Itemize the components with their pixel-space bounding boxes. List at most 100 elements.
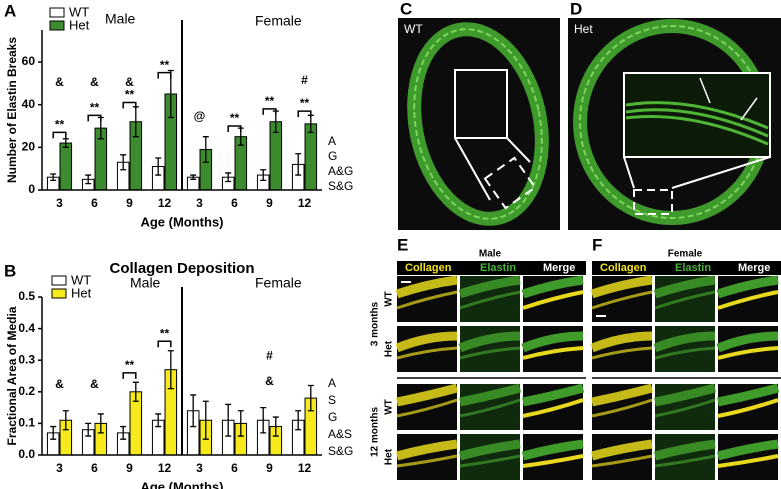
legend-label: WT (69, 4, 89, 19)
x-tick-label: 3 (56, 196, 63, 210)
legend-label: WT (71, 272, 91, 287)
x-tick-label: 12 (298, 461, 312, 475)
significance-mark: # (266, 349, 273, 363)
significance-mark: @ (194, 109, 206, 123)
significance-mark: & (55, 75, 64, 89)
tissue-band (591, 454, 653, 468)
legend-swatch (51, 275, 67, 286)
tissue-band (654, 346, 716, 360)
tissue-band (459, 346, 521, 360)
significance-mark: ** (125, 88, 135, 102)
significance-bracket (52, 131, 67, 139)
tissue-band (654, 454, 716, 468)
y-tick-label: 0.3 (18, 352, 35, 366)
micrograph-c: WT (398, 18, 560, 230)
genotype-label: WT (404, 22, 423, 36)
significance-mark: & (125, 75, 134, 89)
significance-mark: ** (125, 358, 135, 372)
x-tick-label: 9 (266, 196, 273, 210)
error-bar (62, 138, 69, 148)
y-axis-label: Number of Elastin Breaks (5, 37, 19, 183)
column-label: Merge (738, 262, 770, 274)
stat-label: G (328, 410, 337, 424)
significance-bracket (297, 110, 312, 118)
tissue-band (590, 439, 653, 461)
error-bar (225, 172, 232, 183)
significance-mark: ** (265, 94, 275, 108)
stat-label: S (328, 393, 336, 407)
tissue-band (654, 290, 716, 310)
error-bar (155, 413, 162, 428)
significance-mark: ** (300, 96, 310, 110)
row-label: WT (384, 291, 395, 307)
error-bar (85, 422, 92, 437)
error-bar (50, 425, 57, 440)
panel-letter: E (397, 235, 408, 254)
error-bar (295, 153, 302, 176)
error-bar (272, 416, 279, 437)
y-tick-label: 20 (22, 140, 36, 154)
significance-mark: ** (160, 58, 170, 72)
age-label: 12 months (370, 407, 381, 457)
group-label: Male (130, 275, 161, 291)
x-tick-label: 6 (231, 461, 238, 475)
tissue-band (591, 398, 653, 418)
tissue-band (716, 439, 779, 461)
significance-mark: ** (160, 326, 170, 340)
error-bar (85, 174, 92, 185)
tissue-band (396, 346, 458, 360)
tissue-band (458, 439, 521, 461)
error-bar (50, 173, 57, 182)
panel-letter: B (4, 261, 16, 280)
tissue-band (522, 383, 585, 407)
tissue-band (396, 398, 458, 418)
tissue-band (522, 454, 584, 468)
x-tick-label: 3 (196, 196, 203, 210)
tissue-band (396, 383, 459, 407)
stat-label: A&S (328, 427, 352, 441)
x-axis-label: Age (Months) (140, 214, 223, 229)
column-label: Elastin (480, 262, 516, 274)
error-bar (155, 157, 162, 176)
tissue-band (591, 346, 653, 360)
y-tick-label: 0.1 (18, 416, 35, 430)
error-bar (237, 410, 244, 437)
error-bar (120, 154, 127, 171)
x-tick-label: 12 (298, 196, 312, 210)
row-label: Het (384, 340, 395, 357)
x-tick-label: 6 (91, 461, 98, 475)
stat-label: S&G (328, 444, 353, 458)
panel-letter: F (592, 235, 602, 254)
tissue-band (522, 346, 584, 360)
error-bar (167, 350, 174, 390)
error-bar (260, 169, 267, 182)
significance-bracket (157, 71, 172, 79)
tissue-band (654, 383, 717, 407)
error-bar (132, 381, 139, 402)
x-tick-label: 6 (231, 196, 238, 210)
bar (59, 142, 73, 191)
chart-title: Collagen Deposition (109, 260, 254, 277)
tissue-band (522, 290, 584, 310)
error-bar (62, 410, 69, 431)
tissue-band (590, 331, 653, 353)
group-label: Male (105, 11, 136, 27)
significance-bracket (227, 125, 242, 132)
significance-mark: ** (90, 101, 100, 115)
x-tick-label: 12 (158, 461, 172, 475)
x-tick-label: 3 (196, 461, 203, 475)
panel-letter: A (4, 1, 16, 20)
tissue-band (653, 439, 716, 461)
panel-subtitle: Male (479, 249, 502, 260)
significance-bracket (262, 108, 277, 115)
x-axis-label: Age (Months) (140, 479, 223, 489)
tissue-band (459, 383, 522, 407)
significance-mark: # (301, 73, 308, 87)
error-bar (190, 174, 197, 180)
tissue-band (458, 331, 521, 353)
x-tick-label: 9 (266, 461, 273, 475)
tissue-band (521, 275, 584, 299)
age-label: 3 months (370, 301, 381, 346)
